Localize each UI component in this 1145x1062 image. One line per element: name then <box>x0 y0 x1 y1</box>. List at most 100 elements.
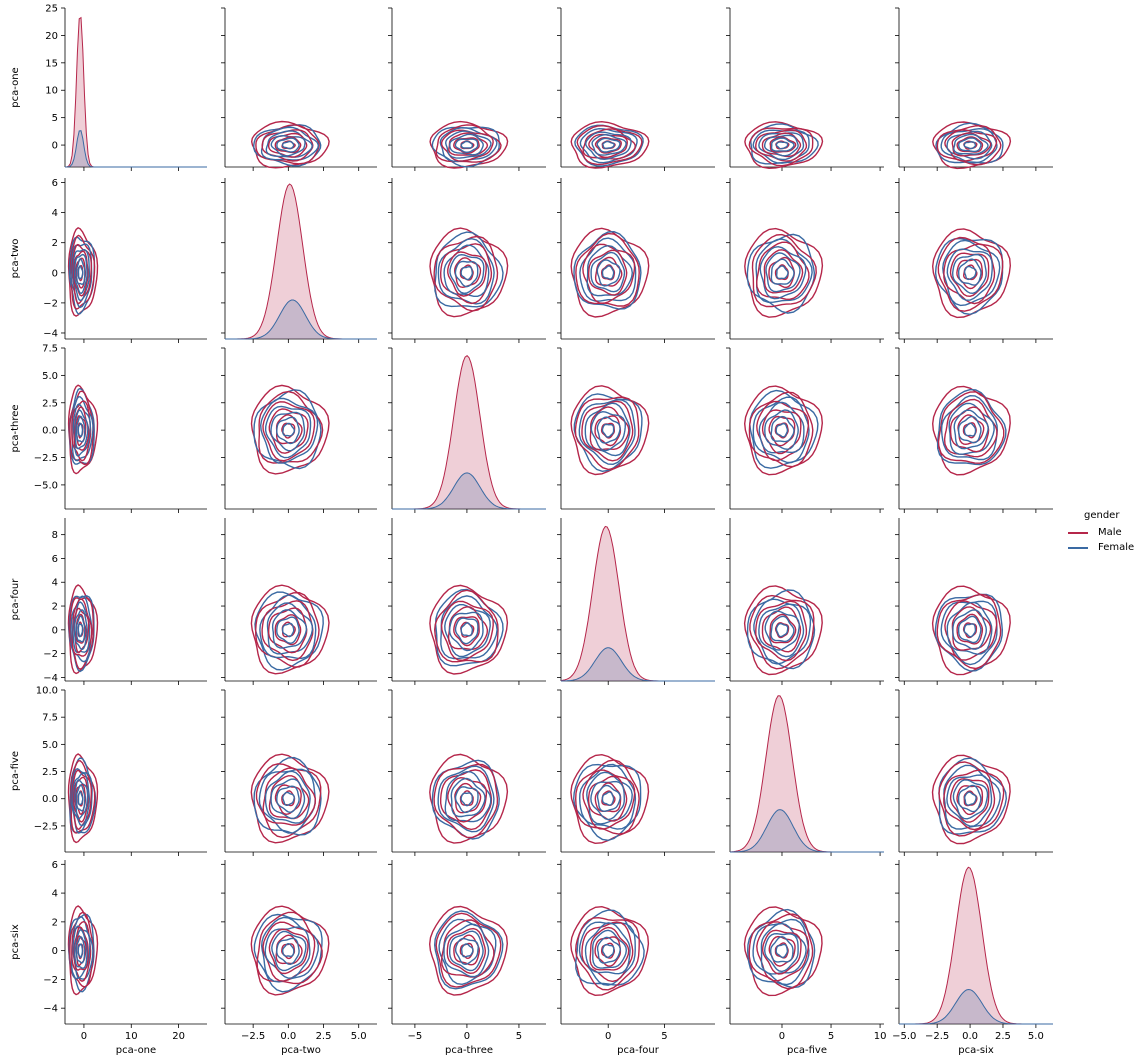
y-tick-label: −2 <box>43 649 58 660</box>
contour-male <box>73 250 89 297</box>
panel-pca-one-vs-pca-one: 0 5 10 15 20 25 pca-one <box>10 4 207 171</box>
contour-female <box>74 253 88 295</box>
contour-male <box>440 129 494 162</box>
contour-male <box>447 251 487 297</box>
x-tick-label: 0.0 <box>962 1031 978 1042</box>
contour-female <box>75 936 86 964</box>
contour-female <box>952 779 989 820</box>
contour-female <box>253 389 322 470</box>
contour-female <box>760 922 807 975</box>
contour-female <box>72 248 90 302</box>
contour-female <box>584 402 631 457</box>
contour-female <box>259 397 319 464</box>
y-tick-label: −2 <box>43 975 58 986</box>
contour-female <box>958 258 982 286</box>
y-tick-label: −5.0 <box>34 480 58 491</box>
contour-female <box>769 935 794 963</box>
contour-male <box>949 406 990 453</box>
contour-male <box>936 593 1002 670</box>
contour-male <box>256 911 323 985</box>
x-tick-label: 2.5 <box>995 1031 1011 1042</box>
y-tick-label: 0.0 <box>42 426 58 437</box>
contour-female <box>70 595 93 663</box>
y-tick-label: 25 <box>45 4 58 15</box>
y-tick-label: 6 <box>52 860 58 871</box>
panel-pca-one-vs-pca-four <box>557 7 715 171</box>
contour-female <box>449 253 485 295</box>
contour-female <box>770 415 795 443</box>
contour-female <box>940 394 999 461</box>
contour-female <box>952 609 988 650</box>
contour-male <box>576 124 643 166</box>
x-tick-label: −2.5 <box>925 1031 949 1042</box>
contour-female <box>596 416 621 444</box>
contour-female <box>765 252 801 293</box>
contour-female <box>253 124 322 167</box>
contour-female <box>437 237 495 305</box>
contour-male <box>71 400 92 462</box>
y-tick-label: −2.5 <box>34 821 58 832</box>
contour-female <box>957 784 982 813</box>
contour-female <box>764 134 799 157</box>
x-axis-title: pca-five <box>787 1045 827 1056</box>
contour-female <box>963 141 977 150</box>
kde-fill-male <box>392 355 546 509</box>
contour-female <box>72 601 91 653</box>
contour-male <box>429 120 509 169</box>
contour-female <box>460 140 474 149</box>
contour-male <box>755 129 808 162</box>
contour-female <box>752 918 810 986</box>
contour-male <box>936 124 1002 166</box>
panel-pca-one-vs-pca-two <box>221 7 377 171</box>
contour-female <box>759 245 807 300</box>
contour-male <box>453 934 481 966</box>
x-axis-title: pca-two <box>281 1045 321 1056</box>
contour-female <box>77 623 84 638</box>
contour-male <box>258 390 324 464</box>
contour-female <box>443 244 490 297</box>
panel-pca-six-vs-pca-one: 0 10 20 pca-one −4 −2 0 2 4 6 pca-six <box>10 860 207 1056</box>
contour-male <box>581 921 634 983</box>
x-tick-label: 5 <box>828 1031 834 1042</box>
kde-curve-female <box>392 472 546 510</box>
kde-fill-female <box>730 809 884 852</box>
contour-female <box>70 768 93 834</box>
y-axis-title: pca-one <box>10 67 21 107</box>
contour-female <box>276 785 300 814</box>
x-tick-label: 0 <box>464 1031 470 1042</box>
y-axis-title: pca-four <box>10 578 21 621</box>
contour-male <box>69 911 95 988</box>
y-tick-label: 0 <box>52 141 58 152</box>
contour-male <box>743 585 823 676</box>
contour-male <box>588 133 628 159</box>
contour-female <box>746 589 816 670</box>
contour-female <box>951 253 987 295</box>
contour-female <box>770 615 795 643</box>
panel-pca-five-vs-pca-three <box>388 689 546 856</box>
contour-female <box>449 930 484 972</box>
contour-female <box>601 791 615 806</box>
contour-female <box>946 130 993 160</box>
contour-female <box>282 942 295 957</box>
contour-male <box>761 606 802 653</box>
x-tick-label: 10 <box>125 1031 138 1042</box>
y-tick-label: −4 <box>43 1004 58 1015</box>
contour-female <box>74 779 89 820</box>
y-tick-label: 7.5 <box>42 713 58 724</box>
y-tick-label: 6 <box>52 554 58 565</box>
contour-female <box>776 265 789 280</box>
y-tick-label: 10 <box>45 86 58 97</box>
contour-female <box>586 771 633 825</box>
x-axis-title: pca-three <box>445 1045 493 1056</box>
contour-female <box>590 780 626 821</box>
kde-curve-male <box>729 695 884 853</box>
contour-female <box>572 763 642 842</box>
contour-female <box>770 258 795 285</box>
contour-male <box>446 927 487 975</box>
contour-female <box>578 763 637 830</box>
contour-female <box>775 943 789 959</box>
contour-male <box>588 249 628 296</box>
contour-female <box>764 610 800 651</box>
panel-pca-one-vs-pca-three <box>388 7 546 171</box>
contour-female <box>77 943 84 958</box>
